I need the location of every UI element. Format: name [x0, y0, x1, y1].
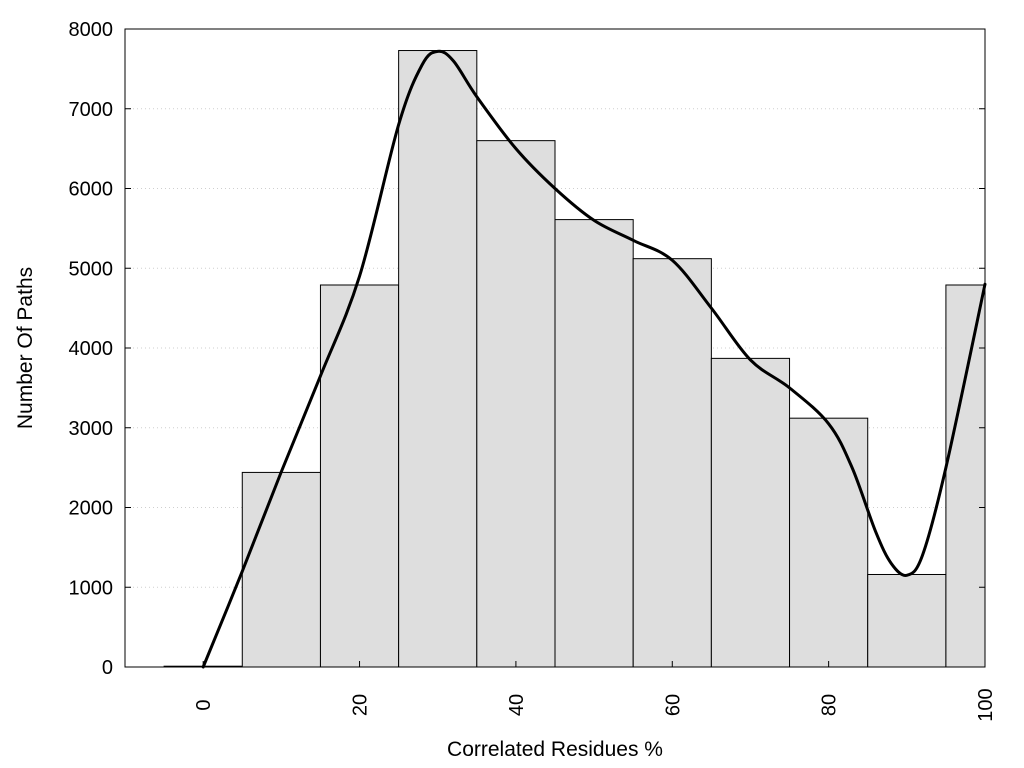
bar	[789, 417, 869, 668]
x-axis-ticks: 0 20 40 60 80 100	[193, 661, 997, 722]
bar	[241, 471, 321, 668]
y-tick-label: 1000	[69, 577, 114, 599]
bar	[554, 219, 634, 668]
y-tick-label: 8000	[69, 19, 114, 41]
x-tick-label: 100	[975, 688, 997, 721]
x-tick-label: 20	[350, 694, 372, 716]
y-axis-title: Number Of Paths	[14, 267, 37, 429]
y-tick-label: 2000	[69, 498, 114, 520]
y-tick-label: 5000	[69, 258, 114, 280]
bars	[163, 50, 986, 668]
bar	[319, 284, 400, 668]
y-axis-ticks: 0 1000 2000 3000 4000 5000 6000 7000 8000	[69, 19, 985, 679]
x-tick-label: 0	[193, 699, 215, 710]
bar	[398, 50, 478, 668]
bar	[710, 357, 791, 668]
y-tick-label: 0	[102, 657, 113, 679]
y-tick-label: 4000	[69, 338, 114, 360]
x-tick-label: 80	[819, 694, 841, 716]
x-tick-label: 60	[662, 694, 684, 716]
y-tick-label: 6000	[69, 179, 114, 201]
x-tick-label: 40	[506, 694, 528, 716]
y-tick-label: 7000	[69, 99, 114, 121]
bar	[476, 140, 556, 668]
trend-curve-line	[201, 49, 987, 669]
y-tick-label: 3000	[69, 418, 114, 440]
bar	[867, 573, 947, 668]
bar	[632, 258, 712, 668]
trend-curve	[201, 49, 987, 669]
x-axis-title: Correlated Residues %	[447, 738, 663, 761]
bar	[945, 284, 986, 668]
